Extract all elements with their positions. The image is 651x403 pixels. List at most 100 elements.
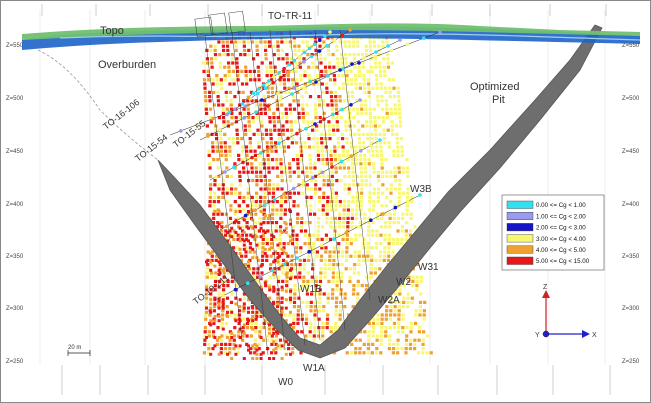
grade-block: [326, 200, 330, 204]
grade-block: [213, 183, 217, 187]
grade-block: [319, 258, 323, 262]
grade-block: [406, 191, 410, 195]
grade-block: [362, 82, 366, 86]
grade-block: [366, 246, 370, 250]
grade-block: [206, 263, 210, 267]
grade-block: [346, 221, 350, 225]
grade-block: [373, 44, 377, 48]
grade-block: [366, 149, 371, 153]
grade-block: [371, 342, 375, 346]
grade-block: [342, 86, 346, 90]
grade-block: [388, 326, 392, 330]
grade-block: [267, 296, 272, 300]
grade-block: [422, 313, 426, 317]
grade-block: [268, 214, 271, 218]
grade-block: [229, 103, 233, 107]
grade-block: [251, 310, 255, 314]
grade-block: [342, 153, 346, 157]
grade-block: [218, 65, 223, 69]
grade-block: [306, 271, 310, 275]
grade-block: [386, 53, 390, 57]
grade-block: [325, 212, 329, 216]
grade-block: [315, 124, 319, 128]
grade-block: [284, 231, 288, 234]
grade-block: [248, 69, 252, 73]
grade-block: [217, 352, 221, 356]
grade-block: [261, 246, 265, 250]
grade-block: [293, 275, 298, 279]
grade-block: [342, 212, 346, 216]
grade-block: [379, 242, 383, 246]
grade-block: [223, 74, 227, 78]
grade-block: [214, 128, 218, 132]
grade-block: [297, 48, 301, 52]
grade-block: [300, 330, 304, 334]
grade-block: [286, 254, 290, 258]
grade-block: [209, 302, 213, 306]
grade-block: [314, 292, 318, 296]
grade-block: [344, 128, 348, 132]
grade-block: [221, 103, 225, 107]
grade-block: [207, 347, 211, 351]
grade-block: [297, 183, 301, 187]
composite-sample: [270, 268, 275, 273]
grade-block: [292, 326, 296, 330]
grade-block: [214, 57, 218, 61]
grade-block: [321, 153, 325, 157]
grade-block: [313, 309, 317, 313]
grade-block: [292, 305, 296, 309]
grade-block: [210, 57, 214, 61]
grade-block: [265, 141, 269, 145]
grade-block: [357, 69, 361, 73]
grade-block: [352, 271, 356, 275]
grade-block: [320, 338, 325, 342]
grade-block: [244, 69, 248, 73]
grade-block: [283, 212, 287, 216]
grade-block: [292, 99, 296, 103]
grade-block: [231, 61, 235, 65]
grade-block: [223, 351, 227, 355]
grade-block: [274, 338, 278, 342]
grade-block: [345, 69, 349, 73]
grade-block: [385, 309, 389, 313]
grade-block: [318, 187, 322, 191]
grade-block: [217, 174, 221, 178]
grade-block: [242, 200, 246, 204]
grade-block: [212, 309, 216, 313]
grade-block: [366, 254, 370, 258]
composite-sample: [277, 71, 281, 75]
grade-block: [242, 40, 246, 44]
composite-sample: [307, 249, 312, 254]
grade-block: [391, 250, 395, 254]
grade-block: [251, 315, 255, 318]
grade-block: [279, 204, 283, 208]
grade-block: [288, 313, 292, 317]
grade-block: [284, 319, 288, 323]
grade-block: [331, 53, 335, 57]
grade-block: [320, 237, 324, 241]
grade-block: [372, 187, 376, 191]
grade-block: [257, 78, 261, 82]
grade-block: [269, 65, 273, 69]
composite-sample: [278, 98, 282, 102]
grade-block: [397, 326, 401, 330]
grade-block: [230, 111, 234, 115]
grade-block: [336, 263, 340, 267]
grade-block: [418, 326, 422, 330]
grade-block: [329, 153, 333, 157]
grade-block: [310, 292, 314, 296]
grade-block: [282, 347, 286, 351]
grade-block: [272, 285, 276, 289]
scale-bar: 20 m: [67, 345, 91, 356]
grade-block: [272, 331, 276, 335]
grade-block: [349, 237, 354, 241]
grade-block: [208, 95, 212, 99]
grade-block: [242, 292, 246, 296]
grade-block: [298, 57, 302, 61]
grade-block: [242, 111, 246, 115]
grade-block: [266, 334, 270, 338]
grade-block: [310, 275, 314, 279]
grade-block: [253, 221, 258, 225]
grade-block: [397, 107, 402, 111]
grade-block: [401, 212, 405, 216]
